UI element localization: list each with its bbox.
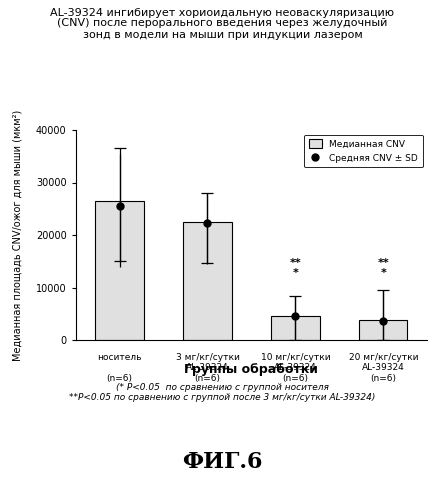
Text: AL-39324: AL-39324 bbox=[186, 362, 229, 372]
Text: 10 мг/кг/сутки: 10 мг/кг/сутки bbox=[261, 352, 330, 362]
Text: (n=6): (n=6) bbox=[107, 374, 133, 383]
Text: (CNV) после перорального введения через желудочный: (CNV) после перорального введения через … bbox=[57, 18, 388, 28]
Text: (n=6): (n=6) bbox=[194, 374, 220, 383]
Text: (n=6): (n=6) bbox=[283, 374, 308, 383]
Bar bbox=[183, 222, 232, 340]
Text: *: * bbox=[292, 268, 298, 278]
Bar bbox=[95, 201, 144, 340]
Text: **P<0.05 по сравнению с группой после 3 мг/кг/сутки AL-39324): **P<0.05 по сравнению с группой после 3 … bbox=[69, 392, 376, 402]
Text: *: * bbox=[380, 268, 386, 278]
Text: носитель: носитель bbox=[97, 352, 142, 362]
Text: 3 мг/кг/сутки: 3 мг/кг/сутки bbox=[175, 352, 239, 362]
Text: **: ** bbox=[290, 258, 301, 268]
Text: **: ** bbox=[377, 258, 389, 268]
Text: AL-39324: AL-39324 bbox=[362, 362, 405, 372]
Text: AL-39324 ингибирует хориоидальную неоваскуляризацию: AL-39324 ингибирует хориоидальную неовас… bbox=[50, 8, 395, 18]
Text: (* P<0.05  по сравнению с группой носителя: (* P<0.05 по сравнению с группой носител… bbox=[116, 382, 329, 392]
Legend: Медианная CNV, Средняя CNV ± SD: Медианная CNV, Средняя CNV ± SD bbox=[304, 134, 423, 168]
Text: ФИГ.6: ФИГ.6 bbox=[182, 452, 263, 473]
Bar bbox=[271, 316, 320, 340]
Y-axis label: Медианная площадь CNV/ожог для мыши (мкм²): Медианная площадь CNV/ожог для мыши (мкм… bbox=[13, 110, 23, 360]
Text: зонд в модели на мыши при индукции лазером: зонд в модели на мыши при индукции лазер… bbox=[83, 30, 362, 40]
Text: 20 мг/кг/сутки: 20 мг/кг/сутки bbox=[348, 352, 418, 362]
Text: (n=6): (n=6) bbox=[370, 374, 396, 383]
Text: Группы обработки: Группы обработки bbox=[185, 362, 318, 376]
Text: AL-39324: AL-39324 bbox=[274, 362, 317, 372]
Bar bbox=[359, 320, 408, 340]
